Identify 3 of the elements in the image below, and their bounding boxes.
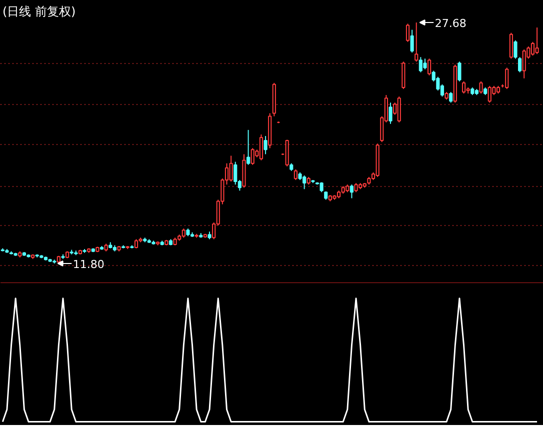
annotation: 27.68 — [434, 17, 466, 30]
annotation: 11.80 — [72, 258, 104, 271]
chart-title: (日线 前复权) — [2, 4, 76, 18]
